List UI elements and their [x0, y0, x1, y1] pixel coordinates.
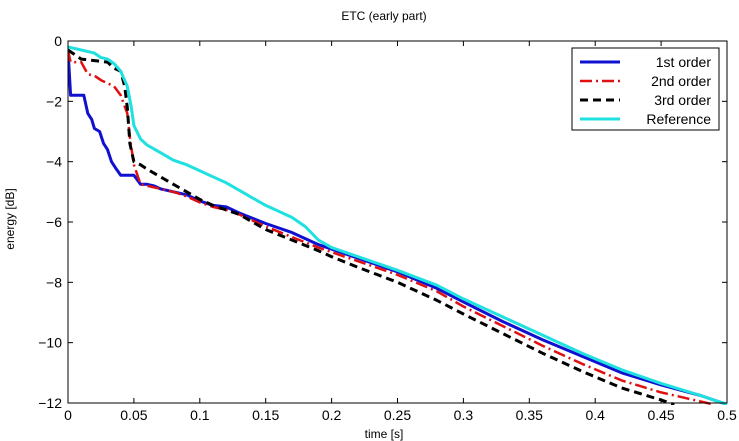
series-layer [68, 45, 727, 405]
series-line-4 [68, 45, 727, 405]
legend-label-3: 3rd order [654, 92, 711, 108]
x-tick-label: 0.05 [120, 407, 147, 423]
axes-layer: 0 0.05 0.1 0.15 0.2 0.25 0.3 0.35 0.4 0.45 0.5 0 −2 −… [38, 33, 737, 423]
x-tick-label: 0.35 [516, 407, 543, 423]
chart-title: ETC (early part) [341, 9, 426, 23]
x-tick-label: 0.4 [585, 407, 605, 423]
x-tick-label: 0.25 [384, 407, 411, 423]
x-tick-label: 0.3 [454, 407, 474, 423]
y-tick-label: −2 [46, 93, 62, 109]
y-tick-label: −8 [46, 274, 62, 290]
y-axis-title: energy [dB] [3, 188, 17, 249]
series-line-1 [68, 49, 727, 405]
y-tick-label: −10 [38, 335, 62, 351]
y-tick-label: −12 [38, 395, 62, 411]
y-tick-label: −6 [46, 214, 62, 230]
legend-label-4: Reference [646, 111, 711, 127]
x-axis-title: time [s] [365, 427, 404, 441]
legend-label-1: 1st order [656, 54, 712, 70]
x-tick-label: 0.2 [322, 407, 342, 423]
x-tick-label: 0.1 [190, 407, 210, 423]
series-line-2 [68, 49, 715, 405]
y-tick-label: −4 [46, 154, 62, 170]
x-tick-label: 0 [64, 407, 72, 423]
x-tick-label: 0.15 [252, 407, 279, 423]
legend-label-2: 2nd order [651, 73, 711, 89]
x-tick-label: 0.5 [717, 407, 737, 423]
x-tick-label: 0.45 [647, 407, 674, 423]
y-tick-label: 0 [54, 33, 62, 49]
legend: 1st order 2nd order 3rd order Reference [571, 47, 720, 131]
